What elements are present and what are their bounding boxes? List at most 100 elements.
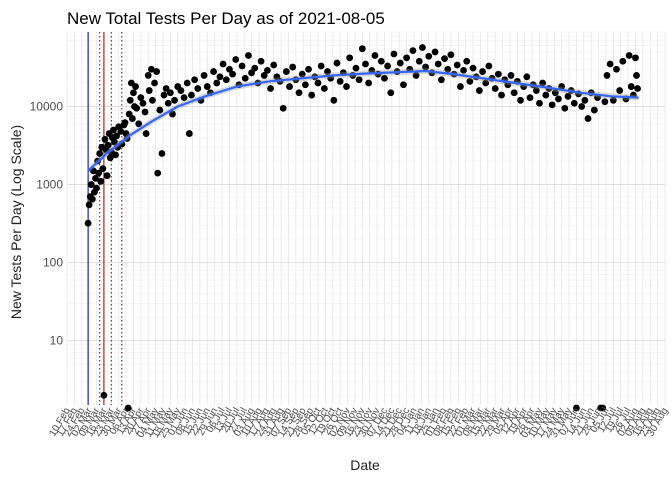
data-point [95, 169, 103, 177]
data-point [536, 99, 543, 107]
data-point [97, 177, 105, 185]
data-point [133, 104, 141, 112]
data-point [619, 57, 627, 65]
data-point [135, 120, 143, 128]
data-point [555, 95, 562, 103]
data-point [387, 89, 395, 97]
data-point [183, 79, 191, 87]
data-point [100, 391, 108, 399]
data-points [84, 44, 641, 412]
data-point [422, 63, 429, 71]
data-point [180, 94, 188, 101]
data-point [425, 52, 433, 60]
data-point [139, 99, 147, 107]
data-point [606, 60, 614, 68]
data-point [279, 104, 287, 112]
data-point [609, 96, 617, 104]
data-point [475, 87, 483, 94]
data-point [222, 76, 230, 84]
data-point [96, 150, 104, 157]
data-point [346, 54, 354, 62]
data-point [191, 76, 199, 84]
data-point [633, 72, 640, 79]
data-point [145, 87, 153, 94]
data-point [523, 73, 531, 81]
data-point [147, 65, 155, 73]
trend-curve [87, 68, 639, 174]
data-point [444, 65, 452, 73]
data-point [200, 72, 208, 79]
data-point [110, 126, 117, 134]
data-point [434, 60, 442, 68]
data-point [377, 57, 385, 65]
data-point [590, 106, 598, 114]
data-point [141, 108, 149, 116]
data-point [226, 65, 233, 73]
data-point [463, 57, 471, 65]
data-point [101, 135, 109, 143]
data-point [526, 94, 534, 101]
data-point [485, 62, 493, 70]
data-point [570, 99, 578, 107]
data-point [603, 72, 611, 79]
y-tick-label: 10 [50, 334, 64, 348]
data-point [164, 99, 172, 107]
data-point [362, 60, 369, 68]
data-point [124, 404, 132, 412]
data-point [510, 89, 518, 97]
data-point [431, 48, 439, 56]
data-point [113, 132, 120, 140]
data-point [438, 76, 445, 84]
data-point [317, 62, 325, 70]
data-point [121, 119, 129, 127]
data-point [89, 167, 97, 175]
data-point [517, 96, 524, 104]
data-point [93, 184, 100, 192]
data-point [551, 89, 559, 97]
data-point [314, 79, 322, 87]
data-point [158, 150, 166, 157]
data-point [371, 52, 379, 59]
data-point [257, 57, 265, 65]
data-point [343, 83, 350, 90]
data-point [286, 83, 293, 90]
data-point [564, 92, 572, 100]
data-point [216, 73, 224, 81]
data-point [263, 66, 271, 74]
y-tick-label: 10000 [30, 99, 64, 113]
data-point [466, 77, 474, 85]
data-point [396, 59, 404, 67]
data-point [627, 83, 635, 90]
data-point [584, 115, 592, 122]
y-axis-title: New Tests Per Day (Log Scale) [8, 125, 24, 319]
data-point [132, 83, 139, 90]
data-point [548, 101, 556, 109]
data-point [194, 85, 202, 92]
data-point [581, 96, 589, 104]
data-point [324, 68, 331, 75]
data-point [479, 68, 486, 75]
data-point [177, 87, 185, 94]
data-point [469, 64, 477, 72]
data-point [384, 62, 392, 70]
data-point [403, 54, 411, 62]
data-point [203, 83, 211, 90]
data-point [117, 127, 125, 135]
data-point [295, 89, 303, 97]
data-point [106, 154, 114, 162]
data-point [260, 72, 268, 79]
data-point [87, 181, 95, 188]
data-point [447, 51, 455, 59]
data-point [491, 85, 499, 92]
data-point [601, 98, 609, 106]
data-point [365, 79, 373, 87]
data-point [301, 81, 309, 89]
data-point [171, 96, 178, 104]
data-point [103, 172, 111, 180]
data-point [169, 110, 176, 118]
data-point [104, 141, 112, 149]
data-point [542, 91, 550, 99]
data-point [532, 87, 540, 94]
data-point [156, 106, 164, 114]
